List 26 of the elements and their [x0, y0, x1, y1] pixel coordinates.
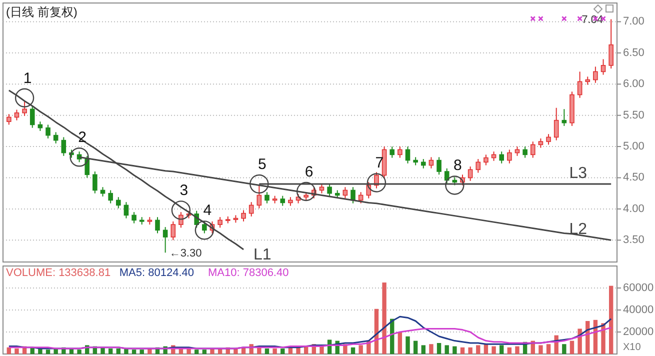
chart-title: (日线 前复权): [6, 5, 78, 19]
text: X10: [623, 342, 642, 353]
y-tick-label: 5.00: [623, 140, 644, 153]
series-label: L2: [569, 221, 588, 238]
text: MA5: 80124.40: [119, 267, 194, 279]
y-tick-label: 20000: [623, 326, 654, 338]
text: ←3.30: [169, 248, 202, 260]
text: VOLUME: 133638.81: [6, 267, 111, 279]
series-label: 5: [258, 156, 266, 173]
y-tick-label: 4.50: [623, 172, 644, 184]
y-tick-label: 5.50: [623, 109, 644, 122]
series-label: 6: [304, 163, 314, 180]
y-tick-label: 40000: [623, 304, 654, 316]
y-tick-label: 3.50: [623, 234, 644, 246]
series-label: L3: [569, 164, 588, 182]
series-label: 8: [454, 157, 462, 174]
y-tick-label: 6.50: [623, 46, 644, 59]
text: MA10: 78306.40: [208, 267, 289, 279]
y-tick-label: 4.00: [623, 202, 644, 215]
y-tick-label: 7.00: [623, 16, 644, 28]
series-label: 1: [23, 70, 32, 87]
y-tick-label: 60000: [623, 282, 654, 294]
series-label: L1: [254, 246, 272, 264]
series-label: 3: [180, 182, 188, 200]
y-tick-label: 6.00: [623, 78, 644, 90]
series-label: 4: [203, 202, 212, 220]
